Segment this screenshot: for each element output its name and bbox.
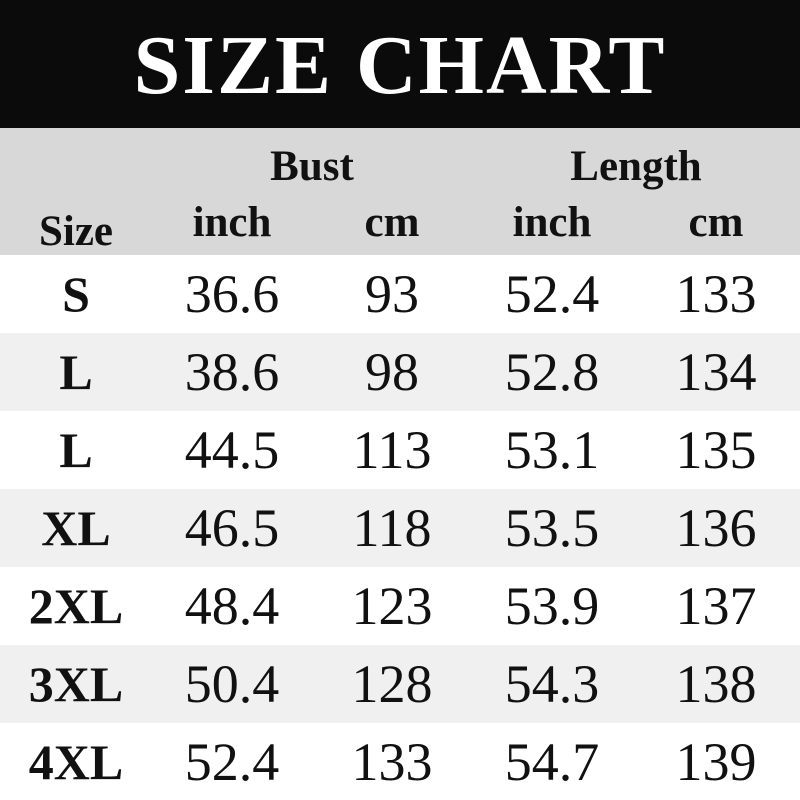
length-cm-cell: 139 (675, 732, 757, 792)
table-row: 4XL 52.4 133 54.7 139 (0, 723, 800, 800)
length-cm-cell: 137 (675, 576, 757, 636)
size-column-header: Size (0, 128, 152, 255)
length-cm-cell: 136 (675, 498, 757, 558)
size-label-cell: L (59, 422, 93, 478)
length-inch-cell: 53.9 (504, 576, 600, 636)
bust-cm-cell: 128 (351, 654, 433, 714)
bust-group-header: Bust (152, 128, 472, 190)
size-label-cell: 2XL (28, 578, 124, 634)
length-inch-cell: 52.4 (504, 264, 600, 324)
group-header-row: Size Bust Length (0, 128, 800, 255)
bust-cm-cell: 113 (352, 420, 432, 480)
table-row: L 44.5 113 53.1 135 (0, 411, 800, 489)
length-inch-cell: 53.5 (504, 498, 600, 558)
length-cm-header: cm (632, 190, 800, 255)
unit-header-row: inch cm inch cm (0, 190, 800, 255)
length-cm-cell: 138 (675, 654, 757, 714)
bust-inch-cell: 44.5 (184, 420, 280, 480)
size-label-cell: L (59, 344, 93, 400)
table-row: S 36.6 93 52.4 133 (0, 255, 800, 333)
bust-inch-cell: 48.4 (184, 576, 280, 636)
bust-inch-cell: 36.6 (184, 264, 280, 324)
length-cm-cell: 134 (675, 342, 757, 402)
table-row: L 38.6 98 52.8 134 (0, 333, 800, 411)
length-inch-cell: 53.1 (504, 420, 600, 480)
bust-cm-header: cm (312, 190, 472, 255)
length-cm-cell: 133 (675, 264, 757, 324)
length-inch-header: inch (472, 190, 632, 255)
length-inch-cell: 54.3 (504, 654, 600, 714)
table-row: 3XL 50.4 128 54.3 138 (0, 645, 800, 723)
bust-cm-cell: 98 (365, 342, 419, 402)
size-label-cell: 4XL (28, 734, 124, 790)
size-chart-table: Size Bust Length inch cm inch cm S 36.6 … (0, 128, 800, 800)
bust-inch-header: inch (152, 190, 312, 255)
length-inch-cell: 52.8 (504, 342, 600, 402)
bust-inch-cell: 50.4 (184, 654, 280, 714)
size-label-cell: XL (41, 500, 111, 556)
table-row: 2XL 48.4 123 53.9 137 (0, 567, 800, 645)
bust-cm-cell: 123 (351, 576, 433, 636)
bust-inch-cell: 38.6 (184, 342, 280, 402)
size-label-cell: S (62, 266, 90, 322)
table-body: S 36.6 93 52.4 133 L 38.6 98 52.8 134 L … (0, 255, 800, 800)
size-chart-title: SIZE CHART (133, 19, 667, 112)
length-cm-cell: 135 (675, 420, 757, 480)
table-header: Size Bust Length inch cm inch cm (0, 128, 800, 255)
length-group-header: Length (472, 128, 800, 190)
bust-cm-cell: 118 (352, 498, 432, 558)
size-label-cell: 3XL (28, 656, 124, 712)
bust-inch-cell: 52.4 (184, 732, 280, 792)
bust-cm-cell: 93 (365, 264, 419, 324)
title-banner: SIZE CHART (0, 0, 800, 128)
table-row: XL 46.5 118 53.5 136 (0, 489, 800, 567)
length-inch-cell: 54.7 (504, 732, 600, 792)
bust-inch-cell: 46.5 (184, 498, 280, 558)
bust-cm-cell: 133 (351, 732, 433, 792)
